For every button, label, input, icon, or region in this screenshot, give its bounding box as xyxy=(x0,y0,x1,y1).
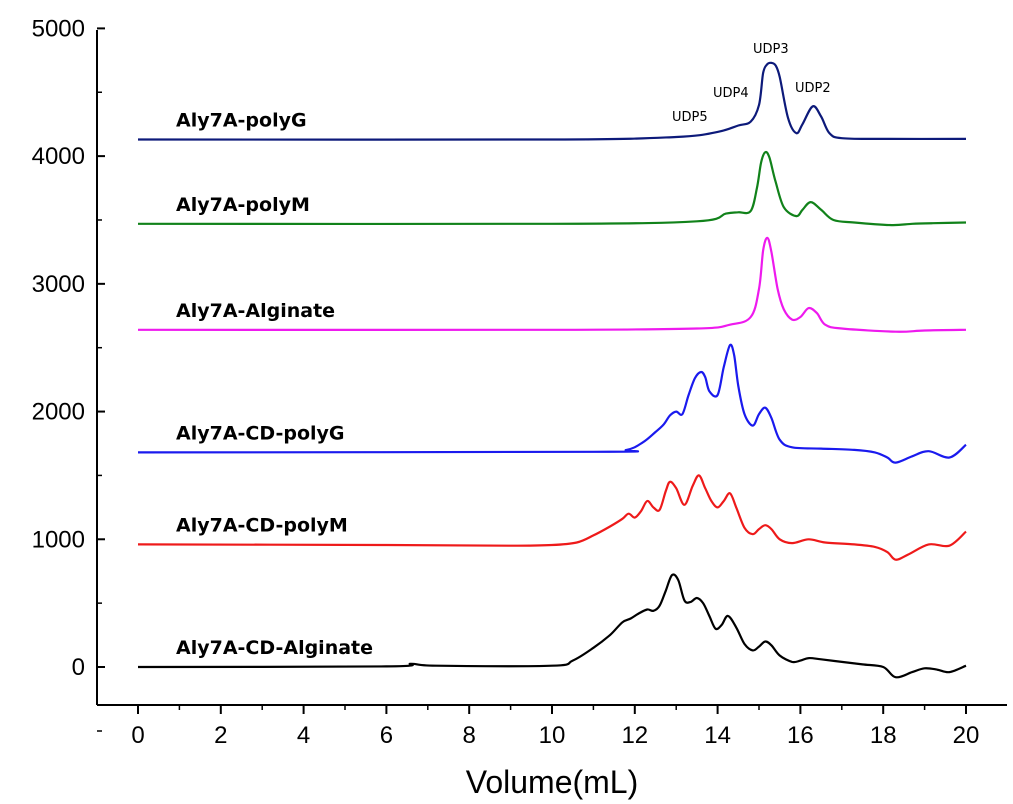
axes: 0 1000 2000 3000 4000 5000 0 2 4 6 8 10 12 14 16 18 20 xyxy=(32,15,1007,749)
series-labels: Aly7A-polyG Aly7A-polyM Aly7A-Alginate Aly7… xyxy=(176,110,373,659)
series-label-aly7a-cd-alginate: Aly7A-CD-Alginate xyxy=(176,637,373,659)
y-tick-label: 1000 xyxy=(32,526,85,553)
series-label-aly7a-polyg: Aly7A-polyG xyxy=(176,110,307,132)
series-line-aly7a-cd-polyg xyxy=(137,343,967,464)
annotation-udp3: UDP3 xyxy=(753,42,789,57)
series-label-aly7a-cd-polym: Aly7A-CD-polyM xyxy=(176,514,348,536)
series-line-aly7a-cd-alginate xyxy=(137,573,967,679)
series-line-aly7a-cd-polym xyxy=(137,474,967,561)
x-tick-label: 0 xyxy=(131,722,144,749)
peak-annotations: UDP5 UDP4 UDP3 UDP2 xyxy=(672,42,831,125)
x-tick-label: 12 xyxy=(621,722,648,749)
x-tick-label: 4 xyxy=(297,722,310,749)
y-tick-label: 0 xyxy=(72,654,85,681)
series-layer xyxy=(137,61,967,679)
x-tick-label: 14 xyxy=(704,722,731,749)
x-tick-label: 10 xyxy=(539,722,566,749)
series-label-aly7a-cd-polyg: Aly7A-CD-polyG xyxy=(176,422,345,444)
x-tick-label: 16 xyxy=(787,722,814,749)
series-label-aly7a-alginate: Aly7A-Alginate xyxy=(176,300,335,322)
y-tick-label: 5000 xyxy=(32,15,85,42)
annotation-udp4: UDP4 xyxy=(713,86,749,101)
series-label-aly7a-polym: Aly7A-polyM xyxy=(176,194,310,216)
series-line-aly7a-polyg xyxy=(137,61,967,141)
x-tick-label: 6 xyxy=(380,722,393,749)
y-tick-label: 3000 xyxy=(32,271,85,298)
series-line-aly7a-alginate xyxy=(137,236,967,333)
x-tick-label: 2 xyxy=(214,722,227,749)
x-tick-label: 20 xyxy=(953,722,980,749)
x-tick-label: 18 xyxy=(870,722,897,749)
x-axis-title: Volume(mL) xyxy=(466,764,639,800)
x-tick-label: 8 xyxy=(463,722,476,749)
annotation-udp2: UDP2 xyxy=(795,81,831,96)
series-line-aly7a-polym xyxy=(137,150,967,227)
annotation-udp5: UDP5 xyxy=(672,110,708,125)
y-tick-label: 2000 xyxy=(32,399,85,426)
y-tick-label: 4000 xyxy=(32,143,85,170)
